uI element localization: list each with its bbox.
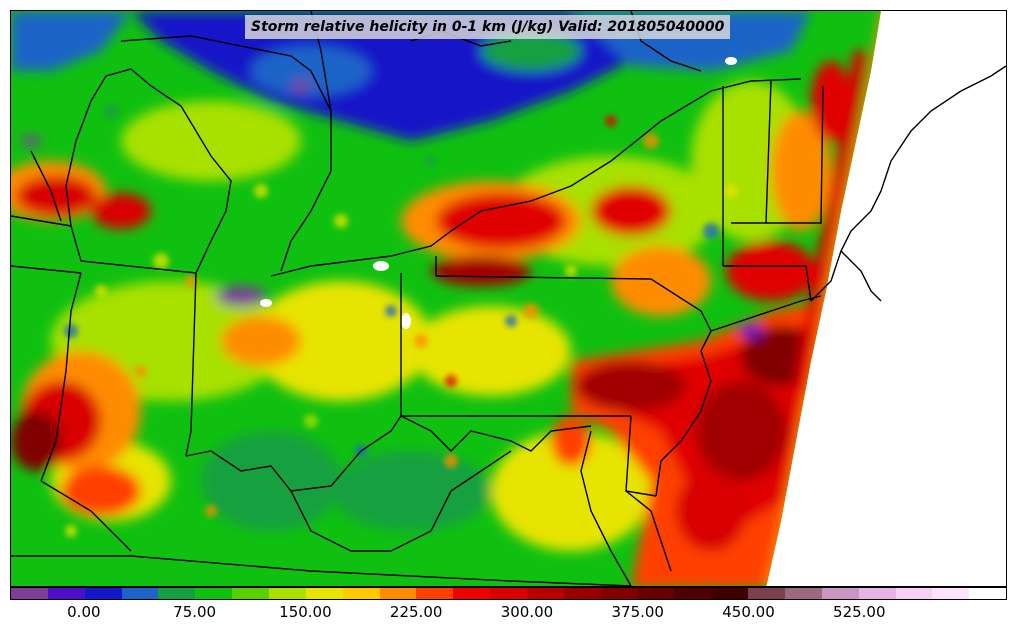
colorbar-segment [158, 588, 196, 599]
colorbar-segment [305, 588, 343, 599]
colorbar-segment [563, 588, 601, 599]
helicity-field-map [11, 11, 1006, 586]
colorbar-segment [969, 588, 1007, 599]
colorbar-segment [416, 588, 454, 599]
state-boundaries [11, 11, 1006, 586]
colorbar-segment [342, 588, 380, 599]
colorbar-tick-label: 525.00 [833, 603, 886, 621]
colorbar-segment [785, 588, 822, 599]
colorbar [10, 587, 1007, 600]
map-title: Storm relative helicity in 0-1 km (J/kg)… [245, 15, 731, 39]
colorbar-segment [527, 588, 564, 599]
colorbar-segment [269, 588, 306, 599]
colorbar-segment [121, 588, 159, 599]
colorbar-tick-label: 0.00 [67, 603, 101, 621]
colorbar-segment [453, 588, 491, 599]
colorbar-segment [600, 588, 638, 599]
colorbar-segment [379, 588, 417, 599]
colorbar-segment [490, 588, 528, 599]
helicity-field [11, 11, 881, 586]
colorbar-segment [674, 588, 712, 599]
colorbar-segment [11, 588, 48, 599]
colorbar-segment [858, 588, 896, 599]
colorbar-segment [711, 588, 749, 599]
colorbar-tick-label: 75.00 [173, 603, 217, 621]
colorbar-segment [232, 588, 270, 599]
colorbar-segment [195, 588, 233, 599]
colorbar-segment [821, 588, 859, 599]
colorbar-tick-label: 225.00 [389, 603, 443, 621]
colorbar-segment [748, 588, 786, 599]
colorbar-segment [47, 588, 85, 599]
colorbar-tick-label: 375.00 [611, 603, 664, 621]
colorbar-tick-label: 150.00 [279, 603, 332, 621]
colorbar-segment [932, 588, 970, 599]
colorbar-segment [895, 588, 933, 599]
colorbar-segment [637, 588, 675, 599]
colorbar-tick-label: 300.00 [500, 603, 554, 621]
map-panel [10, 10, 1007, 587]
colorbar-tick-label: 450.00 [722, 603, 775, 621]
colorbar-segment [84, 588, 122, 599]
